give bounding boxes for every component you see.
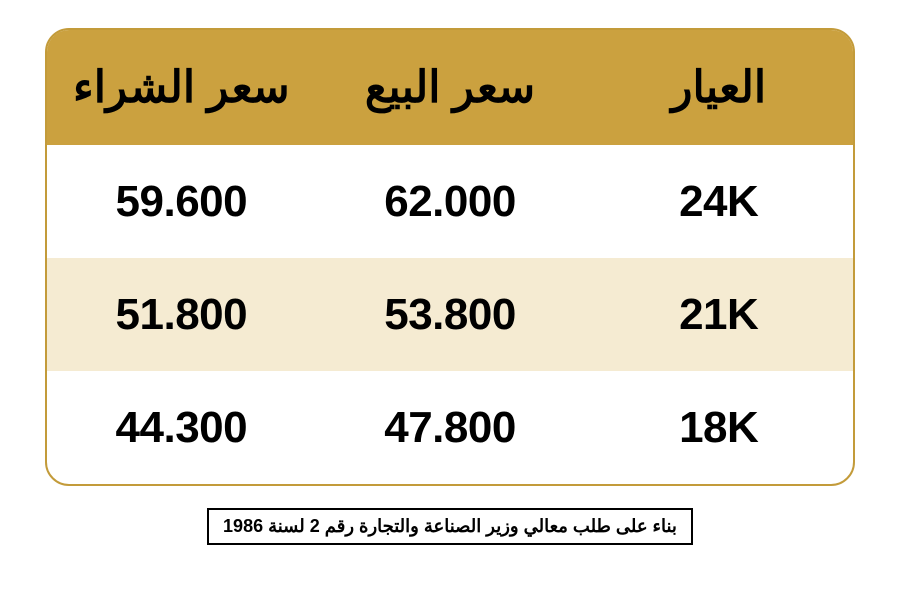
table-row: 44.300 47.800 18K xyxy=(47,371,853,484)
cell-buy: 44.300 xyxy=(47,403,316,453)
gold-price-table: سعر الشراء سعر البيع العيار 59.600 62.00… xyxy=(45,28,855,486)
table-row: 59.600 62.000 24K xyxy=(47,145,853,258)
table-header-row: سعر الشراء سعر البيع العيار xyxy=(47,30,853,145)
cell-sell: 47.800 xyxy=(316,403,585,453)
cell-karat: 24K xyxy=(584,177,853,227)
cell-buy: 59.600 xyxy=(47,177,316,227)
cell-buy: 51.800 xyxy=(47,290,316,340)
cell-sell: 53.800 xyxy=(316,290,585,340)
header-sell: سعر البيع xyxy=(316,62,585,113)
footer-note: بناء على طلب معالي وزير الصناعة والتجارة… xyxy=(207,508,693,545)
cell-karat: 18K xyxy=(584,403,853,453)
cell-sell: 62.000 xyxy=(316,177,585,227)
header-buy: سعر الشراء xyxy=(47,62,316,113)
header-karat: العيار xyxy=(584,62,853,113)
table-row: 51.800 53.800 21K xyxy=(47,258,853,371)
cell-karat: 21K xyxy=(584,290,853,340)
